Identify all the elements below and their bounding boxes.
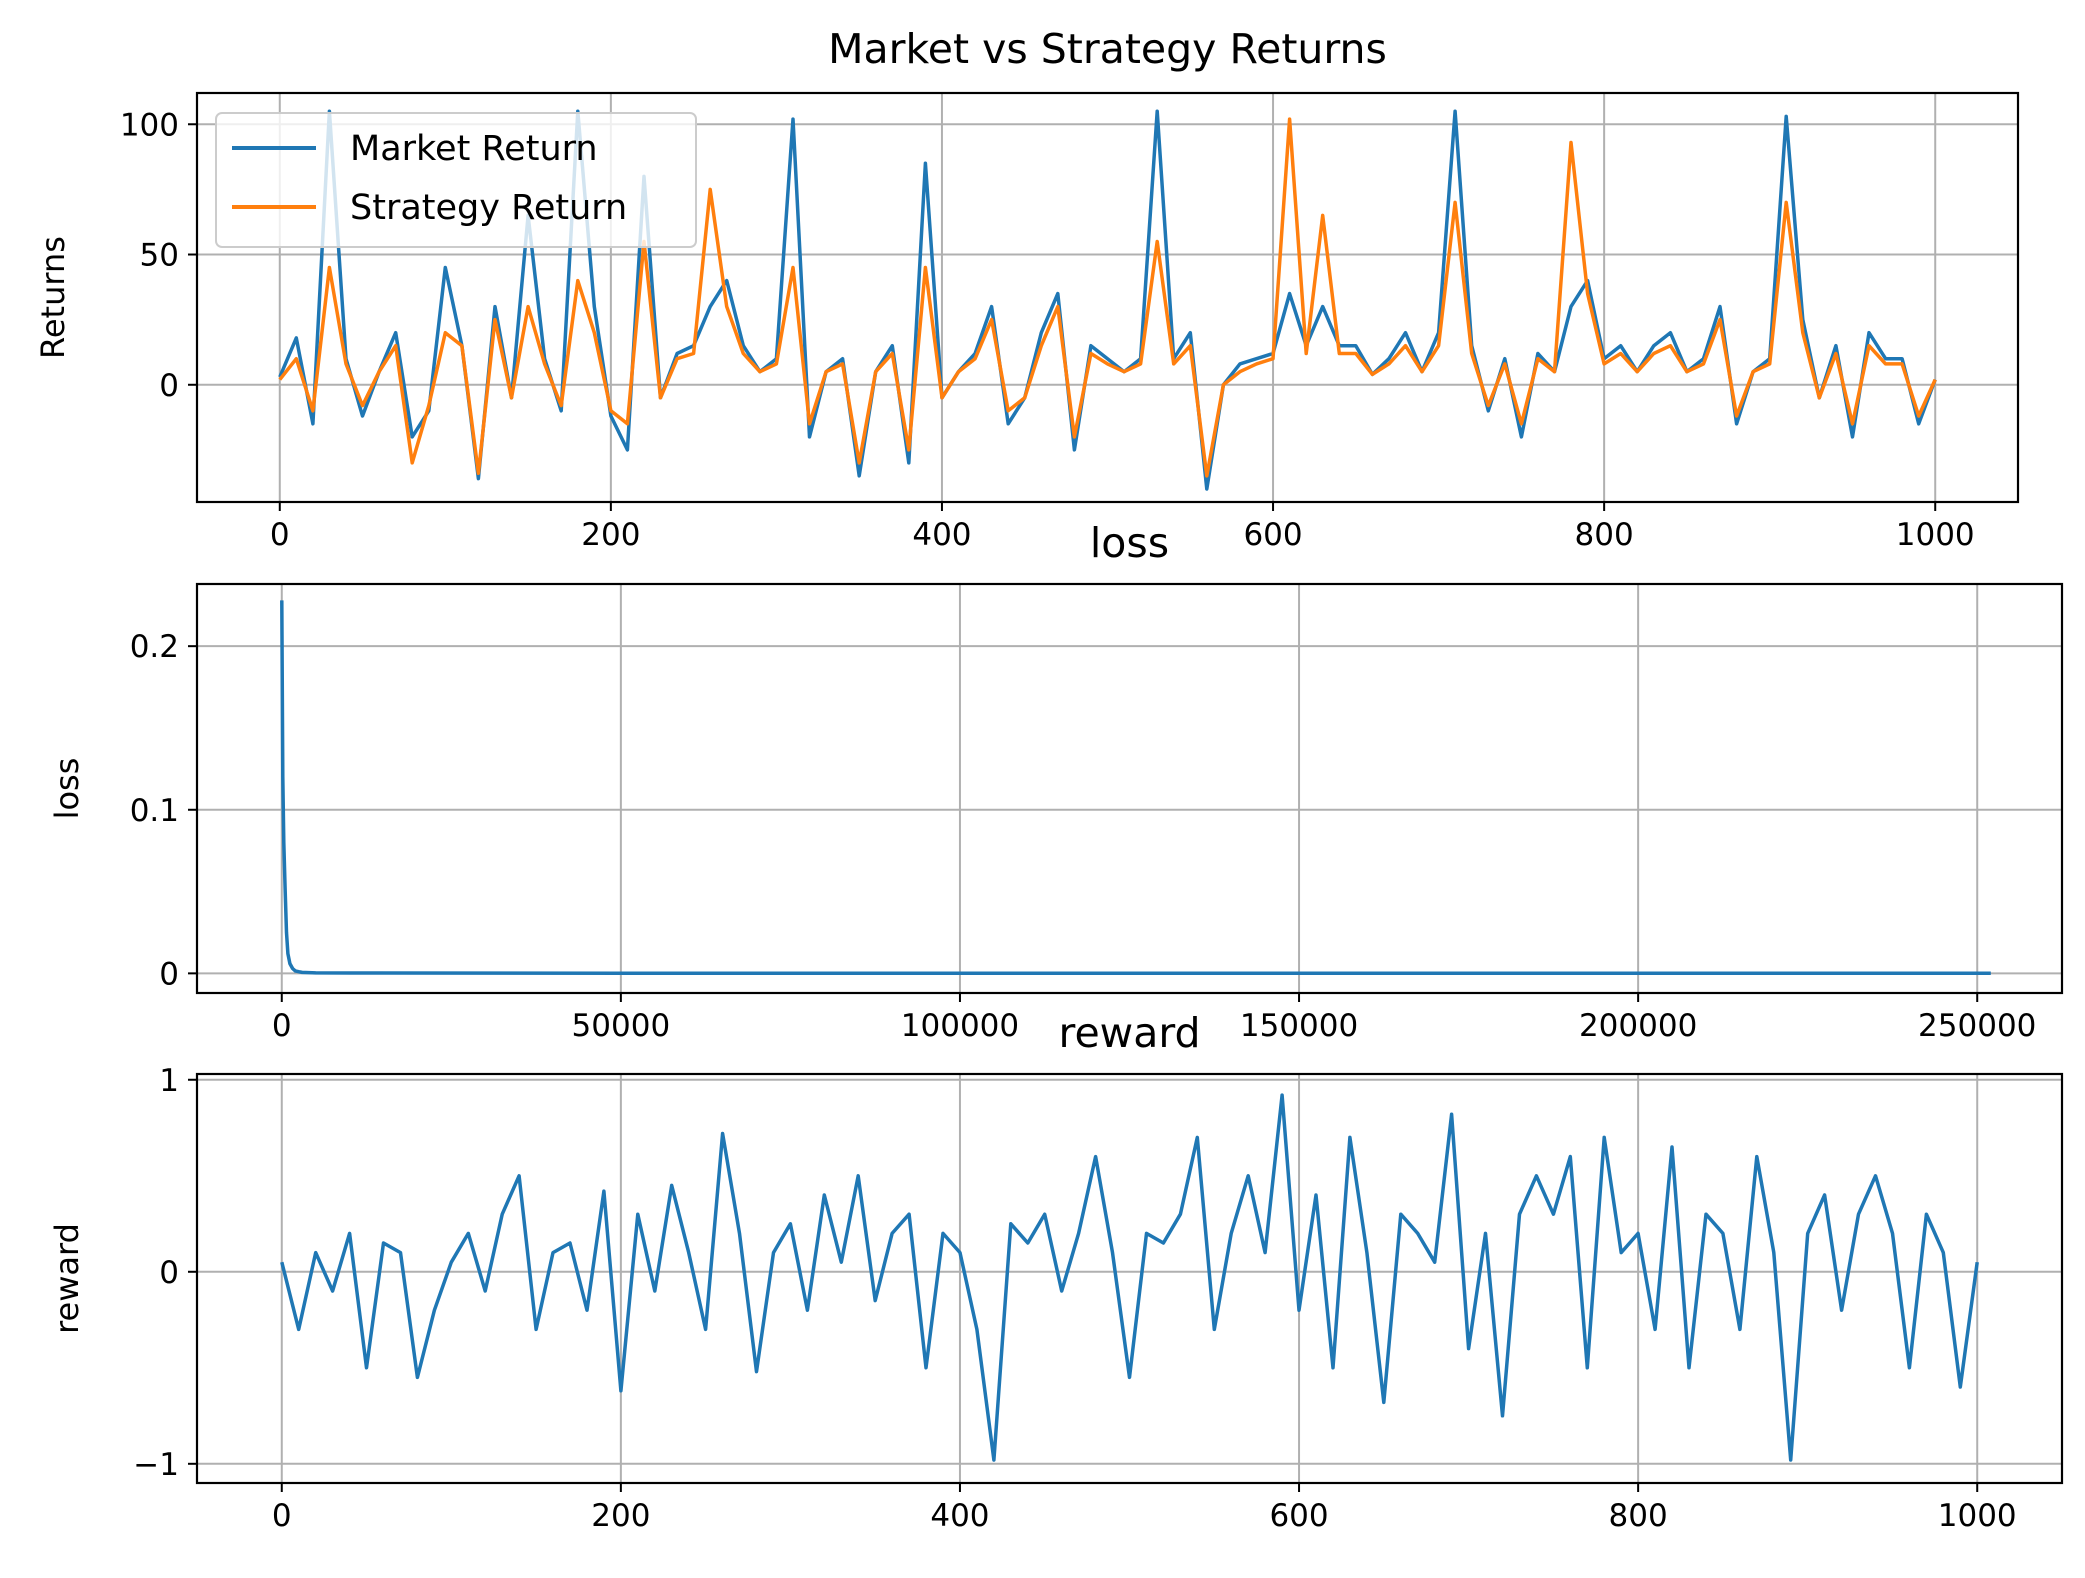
x-tick-label: 100000 (901, 1008, 1019, 1044)
x-tick-label: 200 (581, 517, 640, 553)
returns-panel: 0 200 400 600 800 1000 0 50 100 Market vs Strate… (34, 25, 2020, 553)
returns-title: Market vs Strategy Returns (828, 25, 1387, 73)
x-tick-label: 250000 (1918, 1008, 2036, 1044)
strategy-return-series-line (278, 117, 1937, 478)
x-tick-label: 800 (1575, 517, 1634, 553)
x-tick-label: 0 (270, 517, 290, 553)
reward-axes-frame (195, 1072, 2064, 1485)
y-tick-label: 1 (159, 1063, 179, 1099)
x-tick-label: 150000 (1240, 1008, 1358, 1044)
legend-label-market-return: Market Return (350, 129, 598, 169)
reward-ylabel: reward (48, 1223, 86, 1334)
loss-series-layer (280, 600, 1991, 975)
y-tick-label: 0.2 (130, 629, 179, 665)
y-tick-label: 0 (159, 368, 179, 404)
returns-legend: Market Return Strategy Return (215, 112, 697, 248)
y-tick-label: 0 (159, 1255, 179, 1291)
legend-box (215, 112, 697, 248)
reward-series-layer (280, 1093, 1979, 1462)
returns-ticks: 0 200 400 600 800 1000 0 50 100 (120, 107, 1975, 553)
returns-axes-frame (195, 91, 2020, 504)
reward-series-line (280, 1093, 1979, 1462)
x-tick-label: 600 (1243, 517, 1302, 553)
y-tick-label: 0 (159, 956, 179, 992)
reward-panel: 0 200 400 600 800 1000 −1 0 1 reward reward (48, 1009, 2064, 1534)
x-tick-label: 200 (591, 1498, 650, 1534)
x-tick-label: 400 (912, 517, 971, 553)
loss-ticks: 0 50000 100000 150000 200000 250000 0 0.1 0.2 (130, 629, 2037, 1044)
x-tick-label: 600 (1269, 1498, 1328, 1534)
legend-label-strategy-return: Strategy Return (350, 188, 627, 228)
x-tick-label: 1000 (1938, 1498, 2017, 1534)
x-tick-label: 800 (1609, 1498, 1668, 1534)
x-tick-label: 400 (930, 1498, 989, 1534)
y-tick-label: 50 (140, 238, 179, 274)
reward-grid (197, 1074, 2062, 1483)
x-tick-label: 0 (272, 1008, 292, 1044)
loss-title: loss (1090, 519, 1169, 567)
reward-ticks: 0 200 400 600 800 1000 −1 0 1 (133, 1063, 2016, 1534)
loss-panel: 0 50000 100000 150000 200000 250000 0 0.1 0.2 lo… (48, 519, 2064, 1044)
x-tick-label: 50000 (572, 1008, 671, 1044)
loss-axes-frame (195, 582, 2064, 995)
loss-series-line (280, 600, 1991, 975)
x-tick-label: 0 (272, 1498, 292, 1534)
returns-series-layer (278, 109, 1937, 491)
x-tick-label: 1000 (1896, 517, 1975, 553)
x-tick-label: 200000 (1579, 1008, 1697, 1044)
loss-ylabel: loss (48, 758, 86, 820)
reward-title: reward (1059, 1009, 1201, 1057)
y-tick-label: −1 (133, 1447, 179, 1483)
y-tick-label: 100 (120, 107, 179, 143)
returns-ylabel: Returns (34, 236, 72, 359)
y-tick-label: 0.1 (130, 793, 179, 829)
